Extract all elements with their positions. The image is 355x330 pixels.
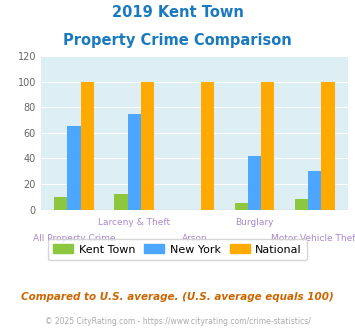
Text: Burglary: Burglary	[235, 218, 274, 227]
Bar	[67, 126, 81, 210]
Text: Arson: Arson	[181, 234, 207, 243]
Bar	[141, 82, 154, 210]
Bar	[81, 82, 94, 210]
Bar	[54, 197, 67, 210]
Bar	[321, 82, 335, 210]
Bar	[295, 199, 308, 210]
Legend: Kent Town, New York, National: Kent Town, New York, National	[48, 239, 307, 260]
Bar	[248, 156, 261, 210]
Text: Larceny & Theft: Larceny & Theft	[98, 218, 170, 227]
Text: Compared to U.S. average. (U.S. average equals 100): Compared to U.S. average. (U.S. average …	[21, 292, 334, 302]
Text: Property Crime Comparison: Property Crime Comparison	[63, 33, 292, 48]
Text: All Property Crime: All Property Crime	[33, 234, 115, 243]
Bar	[235, 203, 248, 210]
Bar	[114, 194, 127, 210]
Text: © 2025 CityRating.com - https://www.cityrating.com/crime-statistics/: © 2025 CityRating.com - https://www.city…	[45, 317, 310, 326]
Bar	[261, 82, 274, 210]
Bar	[127, 114, 141, 210]
Text: 2019 Kent Town: 2019 Kent Town	[111, 5, 244, 20]
Bar	[308, 171, 321, 210]
Bar	[201, 82, 214, 210]
Text: Motor Vehicle Theft: Motor Vehicle Theft	[271, 234, 355, 243]
